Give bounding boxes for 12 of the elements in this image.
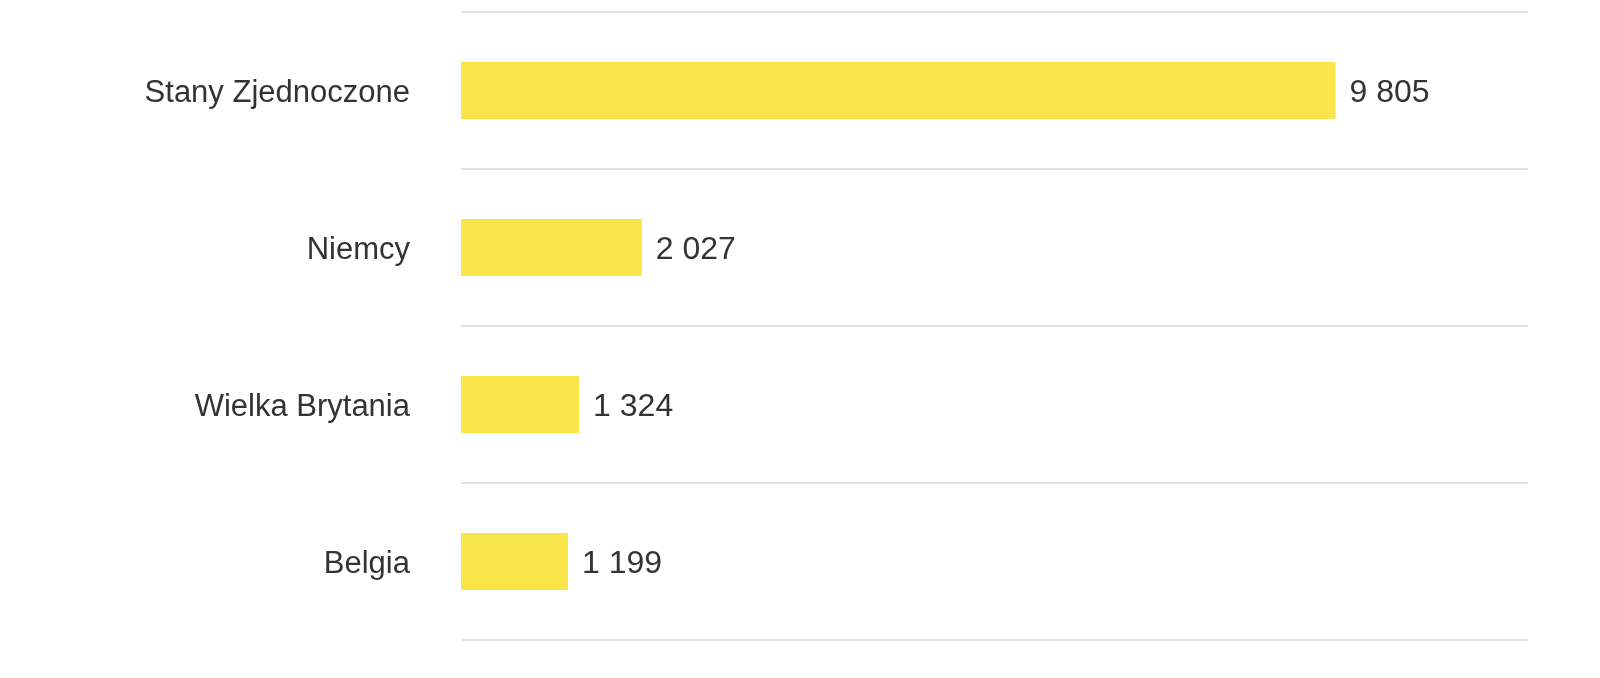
y-tick-label: Belgia xyxy=(323,544,411,580)
bar xyxy=(461,533,568,590)
data-label: 9 805 xyxy=(1349,72,1430,109)
bar xyxy=(461,62,1336,119)
bar xyxy=(461,219,642,276)
y-tick-label: Stany Zjednoczone xyxy=(144,73,410,109)
y-tick-label: Niemcy xyxy=(306,230,411,266)
bar xyxy=(461,376,580,433)
data-label: 2 027 xyxy=(655,229,736,266)
y-tick-label: Wielka Brytania xyxy=(194,387,411,423)
data-label: 1 324 xyxy=(593,386,674,423)
data-label: 1 199 xyxy=(581,543,663,580)
